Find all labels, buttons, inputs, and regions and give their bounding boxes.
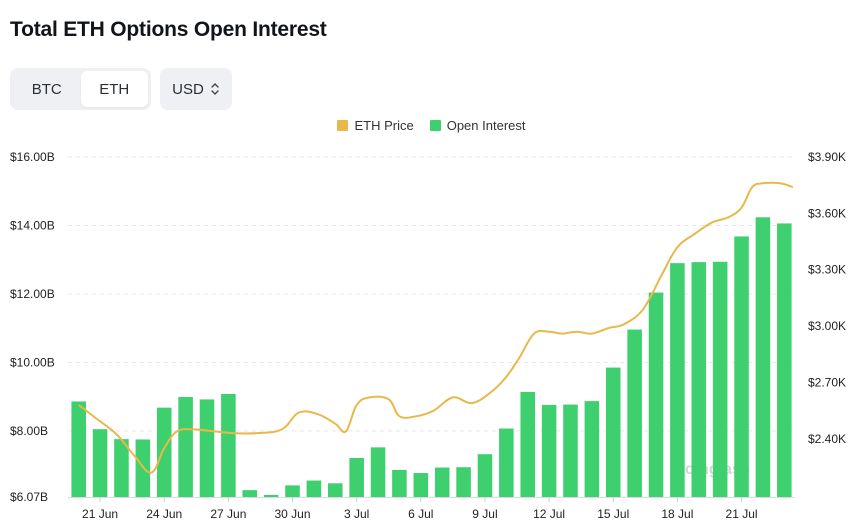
legend-swatch-eth-price	[337, 119, 349, 131]
oi-bar	[648, 292, 664, 497]
x-tick-label: 27 Jun	[210, 507, 246, 521]
eth-price-line	[78, 181, 794, 474]
y-right-tick-label: $2.40K	[808, 432, 846, 446]
oi-bar	[306, 480, 322, 497]
y-right-tick-label: $3.90K	[808, 150, 846, 164]
eth-button[interactable]: ETH	[80, 71, 148, 107]
y-left-tick-label: $12.00B	[10, 287, 55, 301]
currency-value: USD	[172, 80, 204, 98]
oi-bar	[627, 329, 642, 497]
oi-bar	[499, 428, 514, 497]
y-left-tick-label: $16.00B	[10, 150, 55, 164]
oi-bar	[434, 467, 450, 497]
legend-item-eth-price[interactable]: ETH Price	[337, 116, 414, 134]
oi-bar	[456, 467, 471, 497]
chart-legend: ETH Price Open Interest	[0, 116, 860, 134]
oi-bar	[221, 393, 236, 497]
btc-button[interactable]: BTC	[13, 71, 81, 107]
oi-bar	[712, 261, 728, 497]
currency-select[interactable]: USD	[160, 68, 232, 110]
oi-bar	[392, 469, 407, 497]
y-left-tick-label: $6.07B	[10, 490, 48, 504]
x-tick-label: 24 Jun	[146, 507, 182, 521]
oi-bar	[156, 407, 172, 497]
oi-bar	[199, 399, 215, 497]
oi-bar	[71, 401, 86, 497]
oi-bar	[413, 473, 429, 497]
oi-bar	[670, 263, 685, 497]
updown-chevron-icon	[210, 81, 220, 97]
oi-bar	[777, 223, 792, 497]
oi-bar	[92, 429, 108, 497]
oi-bar	[755, 217, 771, 497]
oi-bar	[691, 262, 707, 497]
x-tick-label: 12 Jul	[533, 507, 565, 521]
legend-swatch-open-interest	[429, 119, 441, 131]
x-tick-label: 30 Jun	[274, 507, 310, 521]
oi-bar	[477, 454, 493, 497]
oi-bar	[349, 457, 364, 497]
x-tick-label: 15 Jul	[597, 507, 629, 521]
oi-bar	[520, 391, 535, 497]
x-tick-label: 3 Jul	[344, 507, 369, 521]
page-title: Total ETH Options Open Interest	[10, 18, 327, 41]
y-left-tick-label: $8.00B	[10, 424, 48, 438]
legend-label-eth-price: ETH Price	[354, 117, 414, 133]
oi-bar	[563, 404, 578, 497]
oi-bar	[584, 401, 600, 497]
y-left-tick-label: $14.00B	[10, 218, 55, 232]
y-right-tick-label: $2.70K	[808, 375, 846, 389]
legend-label-open-interest: Open Interest	[446, 117, 526, 133]
oi-bar	[242, 490, 258, 497]
legend-item-open-interest[interactable]: Open Interest	[429, 116, 526, 134]
oi-bar	[285, 485, 300, 497]
oi-bar	[263, 494, 279, 497]
oi-bar	[734, 236, 749, 498]
x-tick-label: 21 Jul	[726, 507, 758, 521]
oi-bar	[328, 483, 343, 497]
x-tick-label: 21 Jun	[82, 507, 118, 521]
oi-bar	[114, 439, 129, 497]
y-right-tick-label: $3.00K	[808, 319, 846, 333]
asset-toggle: BTC ETH	[10, 68, 151, 110]
y-left-tick-label: $10.00B	[10, 355, 55, 369]
oi-bar	[370, 447, 386, 497]
x-tick-label: 18 Jul	[661, 507, 693, 521]
oi-bar	[178, 397, 193, 497]
oi-bar	[605, 367, 621, 497]
oi-bar	[541, 404, 557, 497]
x-tick-label: 9 Jul	[472, 507, 497, 521]
y-right-tick-label: $3.30K	[808, 263, 846, 277]
x-tick-label: 6 Jul	[408, 507, 433, 521]
y-right-tick-label: $3.60K	[808, 206, 846, 220]
